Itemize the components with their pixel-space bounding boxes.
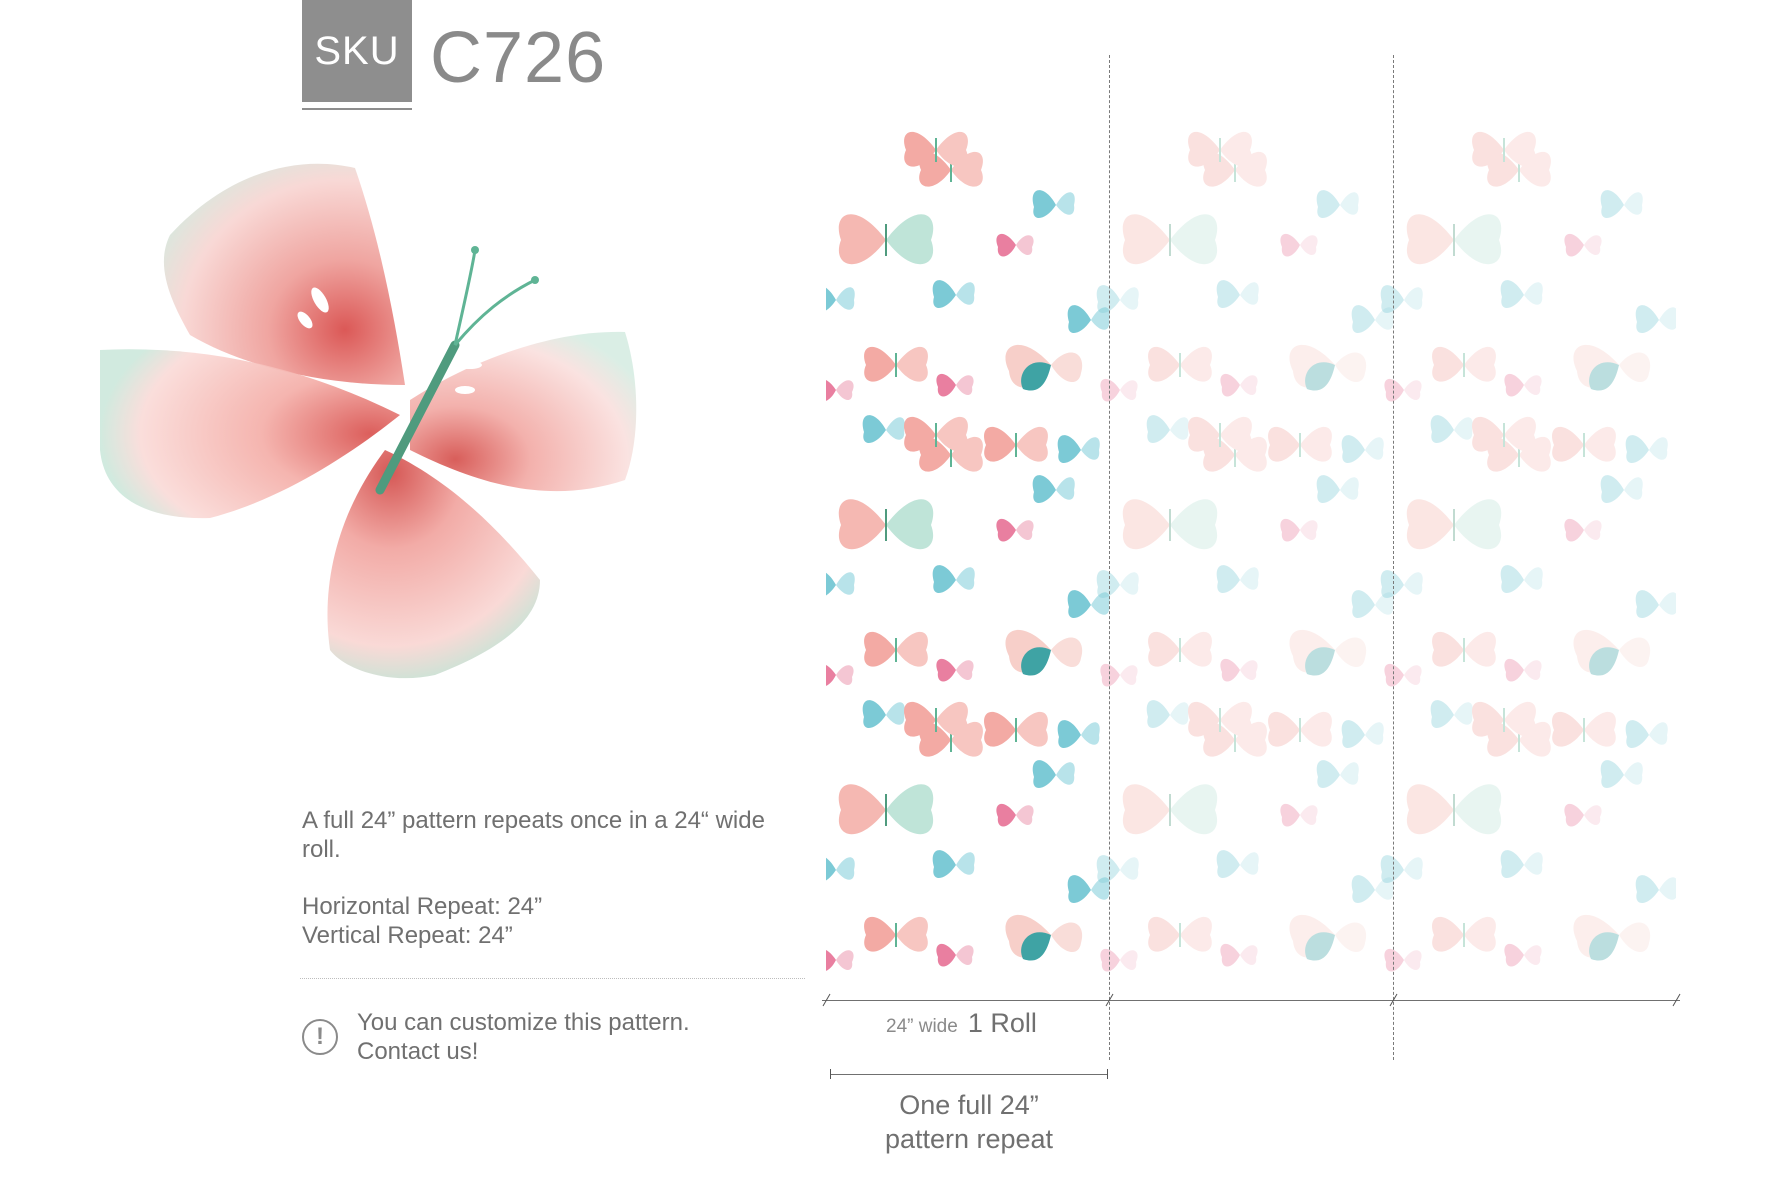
vertical-repeat: Vertical Repeat: 24” (302, 922, 513, 949)
repeat-tick (1107, 1069, 1108, 1079)
roll-label: 24” wide 1 Roll (886, 1008, 1037, 1039)
butterfly-illustration (100, 163, 637, 679)
sku-underline (302, 108, 412, 110)
sku-label-box: SKU (302, 0, 412, 102)
contact-link[interactable]: Contact us! (357, 1038, 479, 1065)
repeat-label-line1: One full 24” (899, 1090, 1039, 1120)
sku-label: SKU (314, 28, 400, 73)
roll-name: 1 Roll (967, 1008, 1037, 1038)
customize-notice[interactable]: You can customize this pattern. Contact … (357, 1008, 690, 1066)
repeat-label: One full 24” pattern repeat (830, 1088, 1108, 1156)
roll-separator (1393, 55, 1394, 1060)
exclamation-circle-icon: ! (302, 1019, 338, 1055)
horizontal-repeat: Horizontal Repeat: 24” (302, 893, 543, 920)
repeat-tick (830, 1069, 831, 1079)
roll-width: 24” wide (886, 1016, 958, 1037)
pattern-description: A full 24” pattern repeats once in a 24“… (302, 807, 765, 863)
divider (300, 978, 805, 979)
wallpaper-pattern-preview (826, 130, 1676, 985)
customize-notice-line1: You can customize this pattern. (357, 1009, 690, 1036)
sku-code: C726 (430, 18, 607, 98)
repeat-label-line2: pattern repeat (884, 1124, 1054, 1154)
roll-separator (1109, 55, 1110, 1060)
roll-scale-line (822, 1000, 1680, 1001)
repeat-dimension-line (830, 1074, 1108, 1075)
